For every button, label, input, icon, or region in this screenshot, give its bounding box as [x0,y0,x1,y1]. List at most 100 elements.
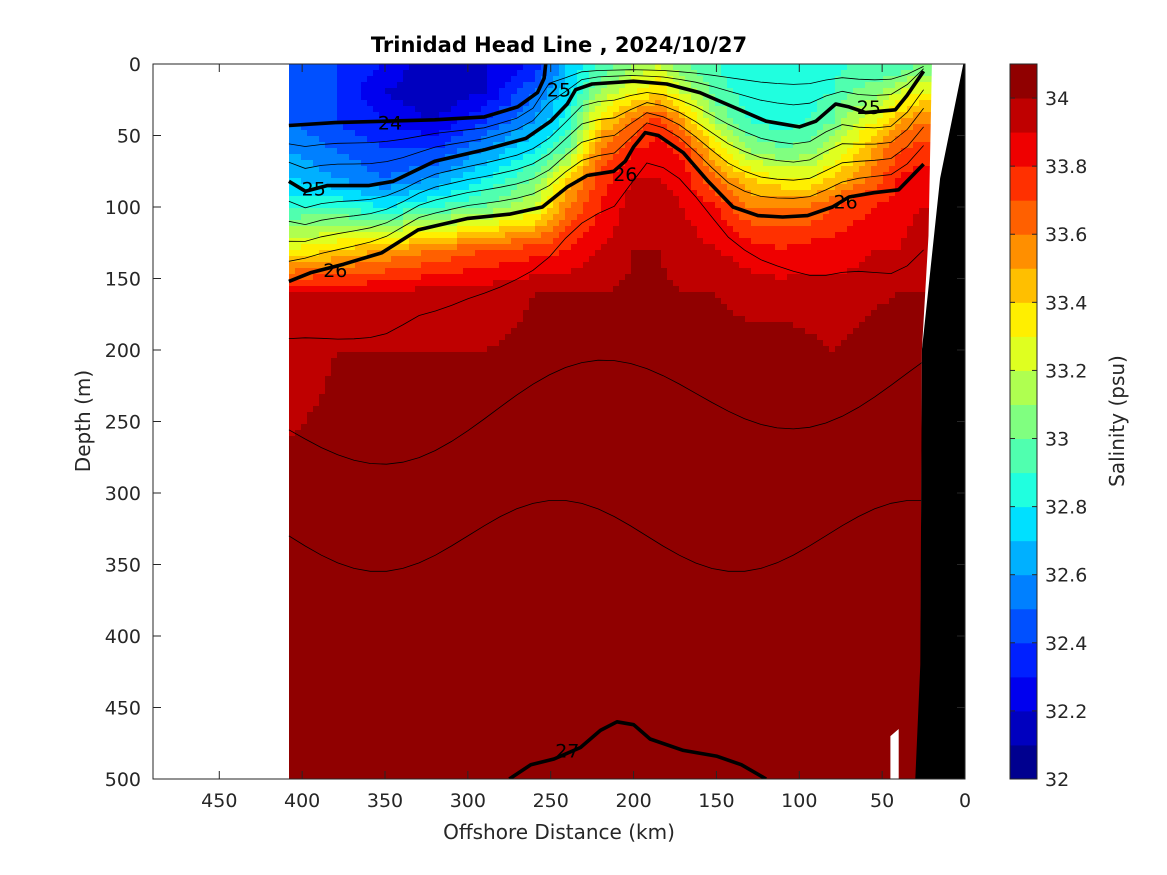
field-cell [715,82,722,89]
field-cell [439,322,446,329]
field-cell [577,142,584,149]
field-cell [367,286,374,293]
field-cell [757,322,764,329]
field-cell [751,136,758,143]
field-cell [571,184,578,191]
field-cell [355,64,362,71]
field-cell [691,322,698,329]
field-cell [883,124,890,131]
field-cell [355,262,362,269]
field-cell [811,316,818,323]
field-cell [487,220,494,227]
field-cell [835,160,842,167]
field-cell [775,112,782,119]
field-cell [907,106,914,113]
field-cell [571,64,578,71]
field-cell [775,142,782,149]
field-cell [919,244,926,251]
field-cell [397,328,404,335]
field-cell [919,274,926,281]
field-cell [487,160,494,167]
field-cell [649,220,656,227]
field-cell [817,298,824,305]
field-cell [391,88,398,95]
field-cell [757,106,764,113]
field-cell [901,172,908,179]
field-cell [709,190,716,197]
field-cell [421,184,428,191]
field-cell [703,292,710,299]
field-cell [331,202,338,209]
field-cell [607,274,614,281]
field-cell [391,94,398,101]
field-cell [835,220,842,227]
field-cell [829,160,836,167]
field-cell [787,172,794,179]
field-cell [889,148,896,155]
field-cell [769,220,776,227]
field-cell [565,136,572,143]
field-cell [427,238,434,245]
field-cell [547,88,554,95]
field-cell [337,64,344,71]
field-cell [523,244,530,251]
field-cell [541,94,548,101]
field-cell [475,238,482,245]
field-cell [541,184,548,191]
field-cell [433,70,440,77]
field-cell [325,88,332,95]
field-cell [553,292,560,299]
field-cell [619,112,626,119]
field-cell [703,160,710,167]
field-cell [415,196,422,203]
field-cell [337,76,344,83]
field-cell [715,118,722,125]
field-cell [757,94,764,101]
field-cell [349,298,356,305]
field-cell [655,226,662,233]
field-cell [919,136,926,143]
field-cell [349,106,356,113]
field-cell [643,322,650,329]
field-cell [427,94,434,101]
field-cell [799,160,806,167]
field-cell [769,82,776,89]
field-cell [667,172,674,179]
field-cell [733,316,740,323]
field-cell [661,256,668,263]
field-cell [457,220,464,227]
field-cell [919,268,926,275]
field-cell [889,280,896,287]
field-cell [397,316,404,323]
field-cell [289,184,296,191]
field-cell [637,70,644,77]
field-cell [679,130,686,137]
field-cell [733,100,740,107]
field-cell [865,286,872,293]
field-cell [775,130,782,137]
field-cell [763,70,770,77]
field-cell [823,274,830,281]
field-cell [385,298,392,305]
field-cell [355,328,362,335]
field-cell [445,232,452,239]
field-cell [877,244,884,251]
field-cell [481,88,488,95]
field-cell [925,232,932,239]
field-cell [913,130,920,137]
field-cell [361,130,368,137]
field-cell [529,76,536,83]
field-cell [889,166,896,173]
field-cell [853,292,860,299]
field-cell [775,106,782,113]
field-cell [451,88,458,95]
field-cell [379,88,386,95]
field-cell [595,244,602,251]
field-cell [397,154,404,161]
field-cell [667,214,674,221]
field-cell [625,286,632,293]
field-cell [547,148,554,155]
field-cell [739,268,746,275]
field-cell [817,124,824,131]
field-cell [403,220,410,227]
